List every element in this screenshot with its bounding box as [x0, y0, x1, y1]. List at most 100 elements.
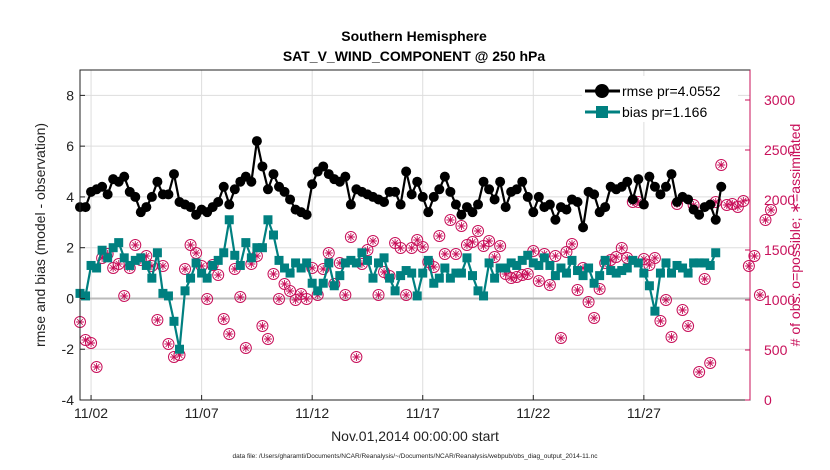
obs-point-asterisk — [236, 293, 245, 301]
rmse-point — [627, 194, 638, 205]
rmse-point — [285, 194, 296, 205]
obs-point — [366, 235, 379, 247]
rmse-point — [589, 189, 600, 200]
x-axis: 11/02 11/07 11/12 11/17 11/22 11/27 — [74, 395, 661, 421]
rmse-point — [168, 169, 179, 180]
y-tick-label: -4 — [62, 392, 75, 408]
legend: rmse pr=4.0552 bias pr=1.166 — [582, 76, 738, 122]
obs-point-asterisk — [623, 254, 632, 262]
bias-point — [175, 344, 185, 354]
rmse-point — [163, 189, 174, 200]
obs-point — [488, 251, 501, 263]
obs-point-asterisk — [346, 233, 355, 241]
rmse-point — [578, 222, 589, 233]
bias-point — [208, 260, 218, 270]
obs-point-asterisk — [744, 262, 753, 270]
bias-point — [650, 306, 660, 316]
obs-point — [648, 252, 661, 264]
bias-point — [584, 263, 594, 273]
rmse-point — [511, 184, 522, 195]
bias-point — [274, 255, 284, 265]
rmse-point — [102, 189, 113, 200]
y2-axis-label: # of obs: o=possible; ∗=assimilated — [787, 124, 803, 347]
bias-point — [445, 273, 455, 283]
bias-point — [622, 263, 632, 273]
obs-point — [206, 259, 219, 271]
bias-point — [191, 258, 201, 268]
bias-point — [418, 268, 428, 278]
bias-point — [230, 250, 240, 260]
bias-point — [280, 263, 290, 273]
bias-point — [617, 266, 627, 276]
bias-point — [561, 268, 571, 278]
obs-point — [765, 204, 778, 216]
rmse-point — [97, 181, 108, 192]
obs-point-asterisk — [678, 306, 687, 314]
bias-point — [324, 258, 334, 268]
rmse-point — [705, 199, 716, 210]
rmse-point — [439, 171, 450, 182]
obs-point-asterisk — [440, 250, 449, 258]
obs-point-asterisk — [457, 222, 466, 230]
bias-point — [506, 258, 516, 268]
bias-point — [252, 243, 262, 253]
obs-point — [344, 231, 357, 243]
bias-series — [75, 215, 721, 354]
obs-point — [179, 263, 192, 275]
obs-point-asterisk — [252, 252, 261, 260]
obs-point — [543, 279, 556, 291]
obs-point-asterisk — [606, 256, 615, 264]
y2-tick-label: 1000 — [764, 292, 795, 308]
bias-point — [169, 316, 179, 326]
bias-point — [163, 291, 173, 301]
bias-point — [467, 271, 477, 281]
rmse-point — [666, 169, 677, 180]
rmse-point — [660, 181, 671, 192]
obs-point — [212, 269, 225, 281]
obs-point-asterisk — [755, 291, 764, 299]
obs-point — [571, 284, 584, 296]
obs-point-asterisk — [335, 259, 344, 267]
bias-point — [523, 250, 533, 260]
obs-point — [261, 333, 274, 345]
obs-point-asterisk — [451, 250, 460, 258]
y-tick-label: 4 — [66, 189, 74, 205]
bias-point — [479, 291, 489, 301]
bias-point — [606, 266, 616, 276]
obs-point-asterisk — [275, 295, 284, 303]
bias-point — [362, 255, 372, 265]
bias-point — [136, 253, 146, 263]
bias-point — [108, 243, 118, 253]
obs-point-asterisk — [81, 336, 90, 344]
obs-point-asterisk — [728, 200, 737, 208]
obs-point — [444, 214, 457, 226]
obs-point-asterisk — [308, 264, 317, 272]
bias-point — [152, 248, 162, 258]
obs-point — [748, 250, 761, 262]
obs-point-asterisk — [158, 262, 167, 270]
bias-point — [180, 286, 190, 296]
rmse-point — [622, 176, 633, 187]
obs-point-asterisk — [380, 268, 389, 276]
obs-point — [753, 289, 766, 301]
obs-point — [483, 235, 496, 247]
bias-point — [689, 258, 699, 268]
bias-point — [550, 271, 560, 281]
rmse-point — [152, 176, 163, 187]
bias-point — [501, 263, 511, 273]
bias-point — [633, 258, 643, 268]
obs-point — [416, 241, 429, 253]
legend-bias-marker — [596, 106, 608, 118]
bias-point — [456, 268, 466, 278]
bias-point — [683, 268, 693, 278]
obs-point-asterisk — [435, 232, 444, 240]
rmse-point — [473, 199, 484, 210]
bias-point — [396, 271, 406, 281]
rmse-point — [484, 184, 495, 195]
rmse-point — [467, 207, 478, 218]
obs-point-asterisk — [567, 240, 576, 248]
obs-point — [742, 260, 755, 272]
bias-point — [694, 258, 704, 268]
obs-point — [217, 313, 230, 325]
rmse-point — [445, 186, 456, 197]
